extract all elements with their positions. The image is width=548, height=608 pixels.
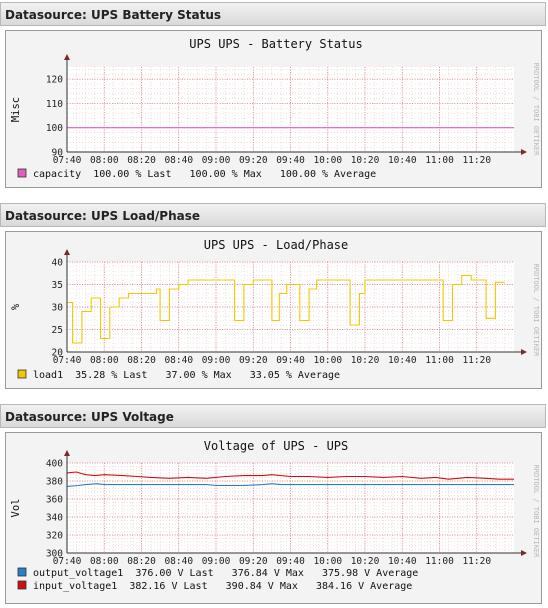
graph-box: 90 100 110 120 07:40 08:00 08:20 08:40 09:00 09:2… <box>5 30 542 188</box>
x-tick-label: 09:00 <box>202 155 231 166</box>
x-axis-arrow <box>521 349 527 355</box>
x-tick-label: 08:40 <box>164 355 193 366</box>
panel-voltage: Datasource: UPS Voltage 300 320 340 360 380 4… <box>0 404 548 608</box>
y-tick-label: 100 <box>46 123 63 134</box>
x-tick-label: 09:40 <box>276 355 305 366</box>
x-tick-label: 08:40 <box>164 556 193 567</box>
x-tick-label: 11:20 <box>462 556 491 567</box>
x-tick-label: 08:40 <box>164 155 193 166</box>
y-tick-label: 25 <box>52 325 63 336</box>
panel-load-phase: Datasource: UPS Load/Phase 20 25 30 35 40 07:… <box>0 203 548 393</box>
rrdtool-watermark: RRDTOOL / TOBI OETIKER <box>532 465 540 559</box>
legend-swatch-capacity <box>17 168 27 178</box>
legend-entry-output_voltage1: output_voltage1 376.00 V Last 376.84 V M… <box>33 568 418 579</box>
legend-swatch-input_voltage1 <box>17 580 27 590</box>
x-tick-label: 08:20 <box>127 155 156 166</box>
y-tick-label: 20 <box>52 348 64 359</box>
x-tick-label: 11:00 <box>425 155 454 166</box>
x-tick-label: 08:20 <box>127 556 156 567</box>
x-tick-label: 09:20 <box>239 556 268 567</box>
x-tick-label: 10:00 <box>313 355 342 366</box>
x-tick-label: 07:40 <box>53 556 82 567</box>
x-tick-label: 07:40 <box>53 155 82 166</box>
legend-entry-capacity: capacity 100.00 % Last 100.00 % Max 100.… <box>33 169 376 180</box>
x-tick-label: 09:40 <box>276 556 305 567</box>
x-tick-label: 11:00 <box>425 556 454 567</box>
panel-header: Datasource: UPS Load/Phase <box>0 203 546 227</box>
graph-box: 20 25 30 35 40 07:40 08:00 08:20 08:40 09:00 09:20… <box>5 231 542 389</box>
y-tick-label: 340 <box>46 513 63 524</box>
legend-entry-load1: load1 35.28 % Last 37.00 % Max 33.05 % A… <box>33 370 340 381</box>
x-tick-label: 10:40 <box>388 355 417 366</box>
y-tick-label: 90 <box>52 148 64 159</box>
rrdtool-watermark: RRDTOOL / TOBI OETIKER <box>532 264 540 358</box>
x-tick-label: 10:20 <box>351 556 380 567</box>
x-tick-label: 11:20 <box>462 155 491 166</box>
x-tick-label: 08:00 <box>90 155 119 166</box>
chart-title: Voltage of UPS - UPS <box>204 439 349 453</box>
y-tick-label: 400 <box>46 459 63 470</box>
legend-swatch-load1 <box>17 369 27 379</box>
voltage-chart: 300 320 340 360 380 400 07:40 08:00 08:20 08:40 09… <box>10 439 540 592</box>
chart-title: UPS UPS - Load/Phase <box>204 238 349 252</box>
chart-title: UPS UPS - Battery Status <box>189 37 362 51</box>
rrdtool-watermark: RRDTOOL / TOBI OETIKER <box>532 63 540 157</box>
legend-swatch-output_voltage1 <box>17 567 27 577</box>
x-tick-label: 10:00 <box>313 556 342 567</box>
x-tick-label: 10:20 <box>351 355 380 366</box>
y-tick-label: 300 <box>46 549 63 560</box>
x-tick-label: 10:20 <box>351 155 380 166</box>
y-axis-arrow <box>64 249 70 255</box>
load-phase-chart: 20 25 30 35 40 07:40 08:00 08:20 08:40 09:00 09:20… <box>10 238 540 381</box>
graph-box: 300 320 340 360 380 400 07:40 08:00 08:20 08:40 09… <box>5 432 542 604</box>
y-axis-arrow <box>64 54 70 60</box>
y-axis-label: % <box>10 303 22 310</box>
x-tick-label: 09:20 <box>239 355 268 366</box>
legend-entry-input_voltage1: input_voltage1 382.16 V Last 390.84 V Ma… <box>33 581 412 592</box>
y-tick-label: 30 <box>52 303 64 314</box>
x-tick-label: 11:20 <box>462 355 491 366</box>
x-tick-label: 09:40 <box>276 155 305 166</box>
x-tick-label: 11:00 <box>425 355 454 366</box>
series-line-input_voltage1 <box>66 471 514 480</box>
x-tick-label: 09:00 <box>202 355 231 366</box>
x-tick-label: 08:20 <box>127 355 156 366</box>
x-tick-label: 10:00 <box>313 155 342 166</box>
x-tick-label: 10:40 <box>388 556 417 567</box>
panel-header: Datasource: UPS Battery Status <box>0 2 546 26</box>
x-tick-label: 07:40 <box>53 355 82 366</box>
y-tick-label: 40 <box>52 258 64 269</box>
y-tick-label: 120 <box>46 75 63 86</box>
y-tick-label: 380 <box>46 477 63 488</box>
x-axis-arrow <box>521 550 527 556</box>
x-tick-label: 08:00 <box>90 556 119 567</box>
panel-header: Datasource: UPS Voltage <box>0 404 546 428</box>
y-tick-label: 35 <box>52 280 63 291</box>
panel-battery-status: Datasource: UPS Battery Status 90 100 110 1… <box>0 2 548 192</box>
x-tick-label: 09:20 <box>239 155 268 166</box>
x-tick-label: 09:00 <box>202 556 231 567</box>
x-tick-label: 10:40 <box>388 155 417 166</box>
y-tick-label: 360 <box>46 495 63 506</box>
battery-status-chart: 90 100 110 120 07:40 08:00 08:20 08:40 09:00 09:2… <box>10 37 540 180</box>
y-tick-label: 110 <box>46 99 63 110</box>
y-axis-label: Misc <box>10 97 22 122</box>
y-tick-label: 320 <box>46 531 63 542</box>
x-tick-label: 08:00 <box>90 355 119 366</box>
x-axis-arrow <box>521 149 527 155</box>
y-axis-label: Vol <box>10 499 22 518</box>
y-axis-arrow <box>64 450 70 456</box>
series-line-load1 <box>67 274 505 344</box>
series-line-output_voltage1 <box>66 483 514 487</box>
